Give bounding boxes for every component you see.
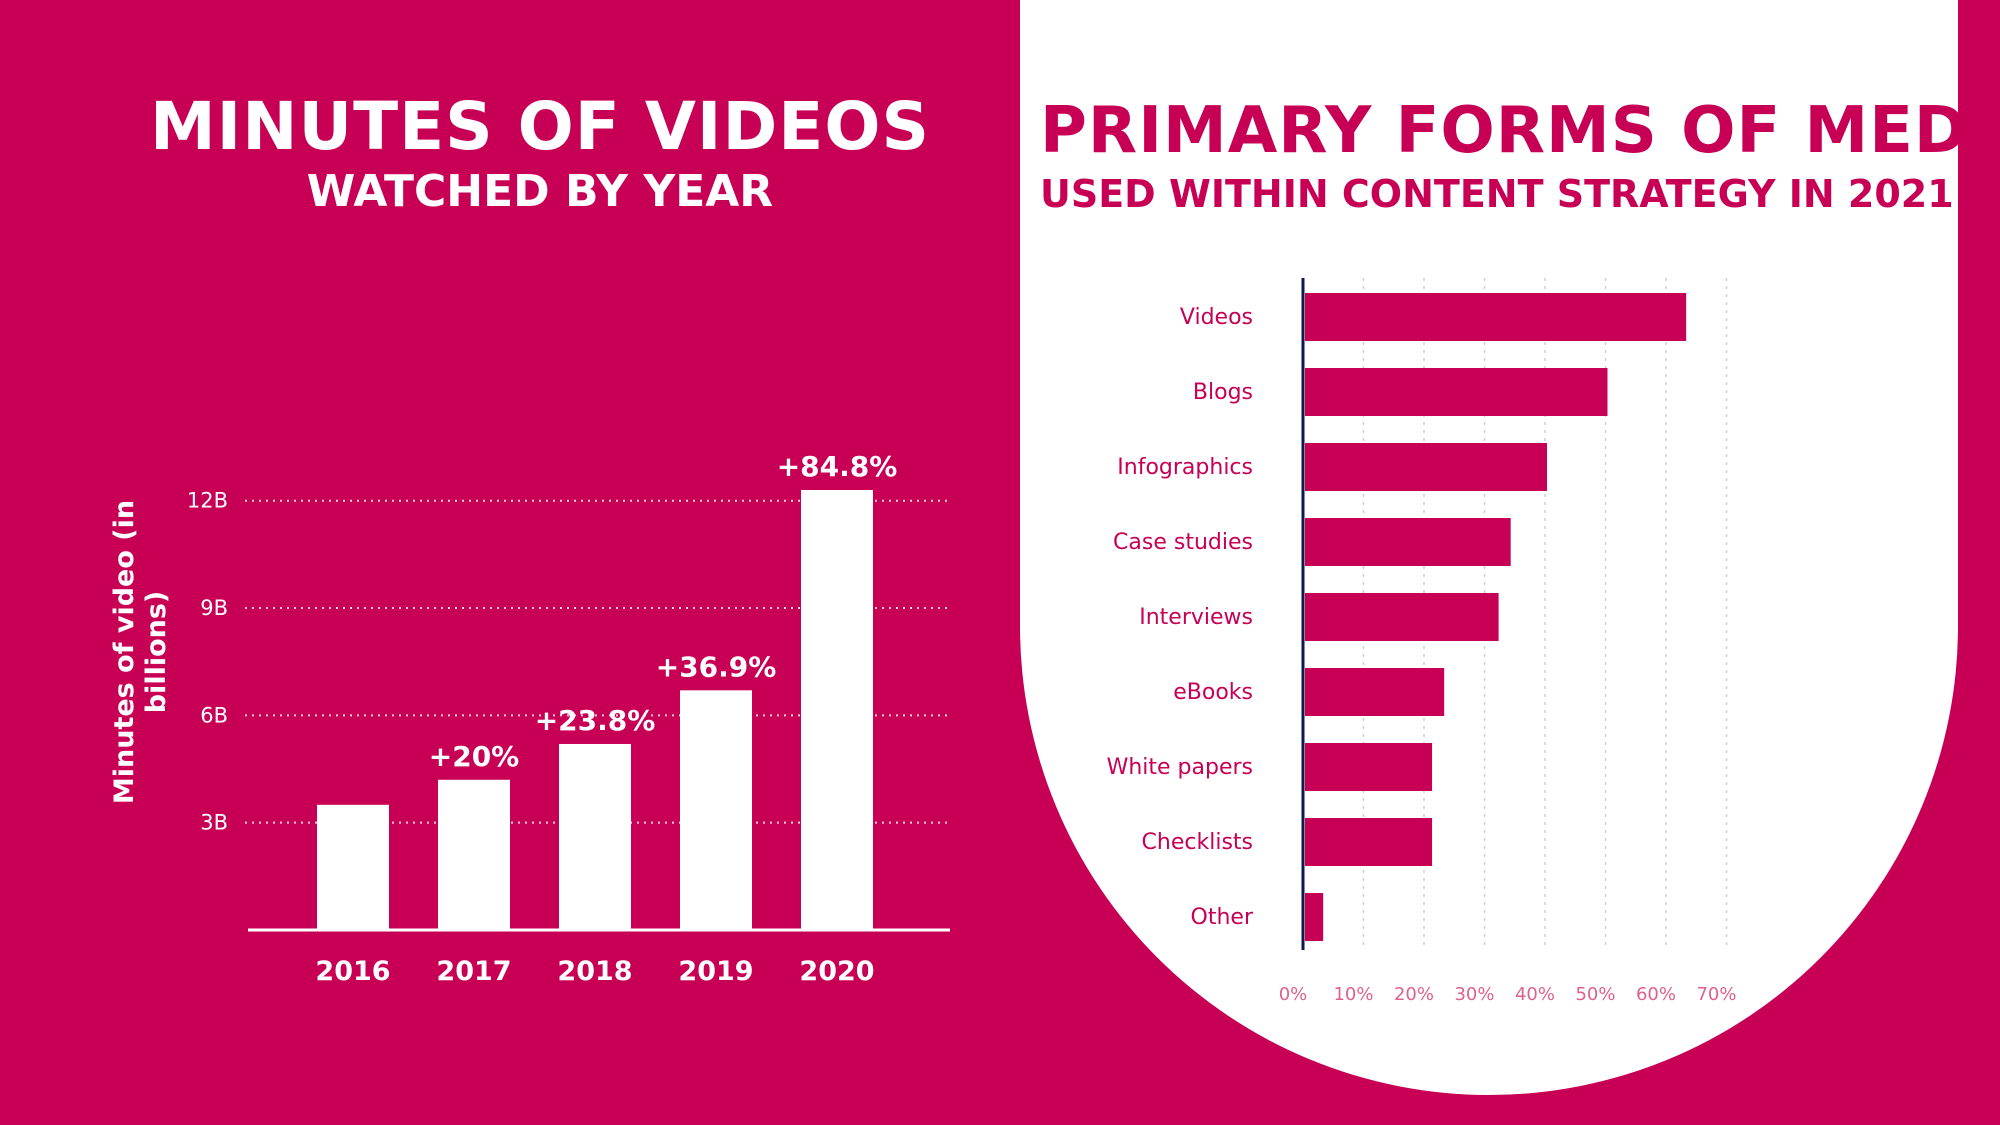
- y-tick-label: Case studies: [1113, 530, 1253, 555]
- bar-checklists: [1305, 818, 1433, 866]
- bar-2018: [559, 743, 631, 930]
- x-tick-label: 2018: [557, 956, 632, 987]
- x-tick-label: 60%: [1636, 984, 1676, 1005]
- x-tick-label: 2017: [436, 956, 511, 987]
- y-tick-label: 12B: [187, 489, 228, 513]
- y-axis-label: Minutes of video (inbillions): [109, 500, 172, 804]
- bar-2020: [801, 490, 873, 930]
- bar-videos: [1305, 293, 1687, 341]
- bar-data-label: +36.9%: [656, 650, 777, 683]
- minutes-bar-chart: 3B 6B 9B 12B 2016 2017 +20% 2018 +23.8% 2019 +36.9…: [109, 450, 950, 987]
- y-tick-label: Infographics: [1117, 455, 1253, 480]
- bar-infographics: [1305, 443, 1547, 491]
- y-tick-label: Videos: [1180, 305, 1253, 330]
- bar-2019: [680, 690, 752, 930]
- x-tick-label: 2019: [678, 956, 753, 987]
- y-tick-label: 9B: [200, 596, 228, 620]
- right-chart-title: PRIMARY FORMS OF MEDIA: [1040, 94, 2000, 168]
- y-tick-label: Interviews: [1139, 605, 1253, 630]
- bar-white-papers: [1305, 743, 1433, 791]
- y-tick-label: White papers: [1107, 755, 1253, 780]
- x-tick-label: 70%: [1696, 984, 1736, 1005]
- x-tick-label: 0%: [1279, 984, 1308, 1005]
- bar-interviews: [1305, 593, 1499, 641]
- left-chart-title: MINUTES OF VIDEOS: [150, 88, 930, 165]
- x-tick-label: 2020: [799, 956, 874, 987]
- x-tick-label: 20%: [1394, 984, 1434, 1005]
- x-tick-label: 10%: [1333, 984, 1373, 1005]
- y-tick-label: eBooks: [1173, 680, 1253, 705]
- y-tick-label: 3B: [200, 811, 228, 835]
- y-tick-label: Blogs: [1193, 380, 1253, 405]
- x-tick-label: 30%: [1454, 984, 1494, 1005]
- bar-data-label: +23.8%: [535, 704, 656, 737]
- bar-data-label: +20%: [429, 740, 519, 773]
- bar-ebooks: [1305, 668, 1445, 716]
- x-tick-label: 50%: [1575, 984, 1615, 1005]
- bar-2017: [438, 779, 510, 930]
- bar-other: [1305, 893, 1324, 941]
- left-chart-subtitle: WATCHED BY YEAR: [306, 166, 774, 217]
- x-tick-label: 40%: [1515, 984, 1555, 1005]
- bar-2016: [317, 804, 389, 930]
- right-chart-subtitle: USED WITHIN CONTENT STRATEGY IN 2021: [1040, 172, 1954, 216]
- y-tick-label: Checklists: [1142, 830, 1253, 855]
- y-tick-label: 6B: [200, 703, 228, 727]
- bar-blogs: [1305, 368, 1608, 416]
- y-tick-label: Other: [1191, 905, 1254, 930]
- bar-case-studies: [1305, 518, 1511, 566]
- x-tick-label: 2016: [315, 956, 390, 987]
- bar-data-label: +84.8%: [777, 450, 898, 483]
